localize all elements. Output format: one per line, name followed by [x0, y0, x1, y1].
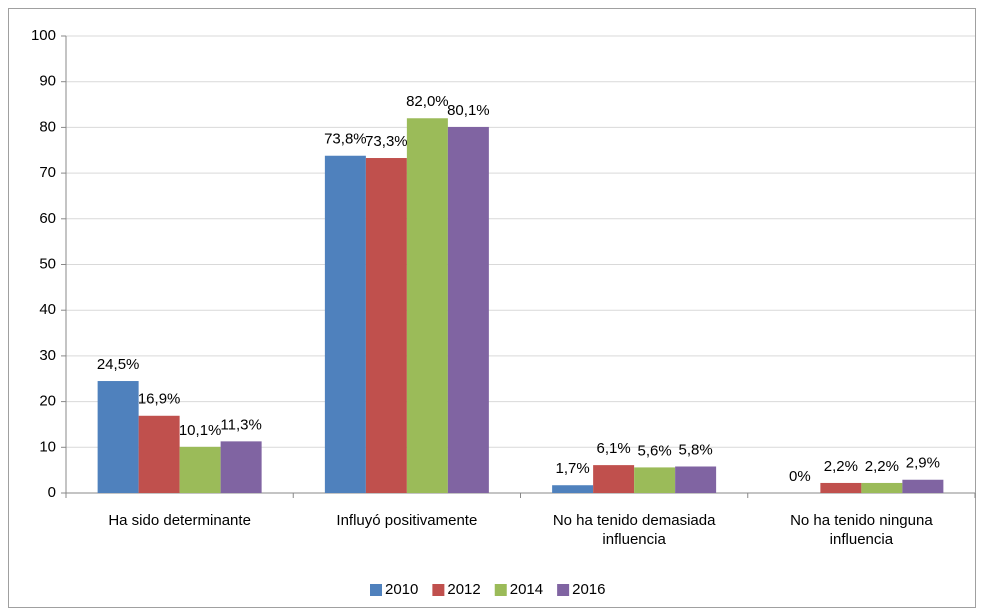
bar [552, 485, 594, 493]
y-tick-label: 30 [39, 347, 56, 364]
value-label: 80,1% [447, 102, 490, 119]
bar [902, 479, 944, 493]
value-label: 5,8% [679, 441, 713, 458]
value-label: 0% [789, 468, 811, 485]
legend-swatch [494, 584, 507, 596]
value-label: 2,2% [824, 458, 858, 475]
value-label: 24,5% [97, 356, 140, 373]
x-tick-label: No ha tenido ninguna influencia [790, 512, 933, 548]
chart-border [8, 8, 976, 608]
value-label: 5,6% [638, 442, 672, 459]
value-label: 2,2% [865, 458, 899, 475]
value-label: 16,9% [138, 391, 181, 408]
legend-swatch [370, 584, 382, 596]
x-tick-label: No ha tenido demasiada influencia [552, 512, 716, 548]
y-tick-label: 50 [39, 255, 56, 272]
value-label: 82,0% [406, 93, 449, 110]
y-tick-label: 60 [39, 210, 56, 227]
bar [179, 446, 221, 493]
y-tick-label: 40 [39, 301, 56, 318]
bar [365, 158, 407, 494]
y-tick-label: 10 [39, 438, 56, 455]
value-label: 73,8% [324, 131, 367, 148]
bar [97, 381, 139, 493]
y-tick-label: 20 [39, 393, 56, 410]
legend-swatch [432, 584, 445, 596]
legend-label: 2016 [572, 581, 605, 598]
value-label: 6,1% [597, 440, 631, 457]
bar [138, 415, 180, 493]
bar [675, 466, 717, 493]
bar [324, 155, 366, 493]
value-label: 2,9% [906, 455, 940, 472]
x-tick-label: Influyó positivamente [336, 512, 478, 529]
bar [447, 126, 489, 494]
bar [593, 465, 635, 493]
x-tick-label: Ha sido determinante [108, 512, 251, 529]
y-tick-label: 100 [31, 27, 56, 44]
legend-swatch [557, 584, 570, 596]
bar [220, 441, 262, 493]
legend-label: 2012 [447, 581, 480, 598]
bar [406, 118, 448, 493]
value-label: 1,7% [556, 460, 590, 477]
legend-label: 2010 [385, 581, 418, 598]
bar [634, 467, 676, 493]
bar [820, 482, 862, 493]
y-tick-label: 0 [48, 484, 56, 501]
y-tick-label: 80 [39, 118, 56, 135]
bar [861, 482, 903, 493]
y-tick-label: 90 [39, 73, 56, 90]
value-label: 73,3% [365, 133, 408, 150]
value-label: 10,1% [179, 422, 222, 439]
legend-label: 2014 [510, 581, 543, 598]
value-label: 11,3% [220, 416, 261, 433]
y-tick-label: 70 [39, 164, 56, 181]
